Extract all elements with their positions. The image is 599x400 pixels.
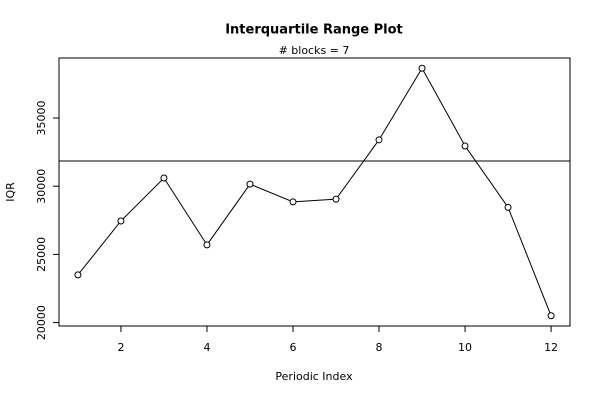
data-point <box>418 64 426 72</box>
data-point <box>332 195 340 203</box>
plot-frame <box>58 57 571 327</box>
data-point <box>117 217 125 225</box>
y-tick-label: 30000 <box>35 169 48 204</box>
data-point <box>547 312 555 320</box>
data-point <box>160 174 168 182</box>
series-line <box>77 67 552 316</box>
data-point <box>74 271 82 279</box>
x-tick-label: 4 <box>203 341 210 354</box>
x-tick-label: 6 <box>289 341 296 354</box>
data-point <box>375 136 383 144</box>
x-tick-label: 12 <box>544 341 558 354</box>
chart-title: Interquartile Range Plot <box>225 23 403 38</box>
data-point <box>203 241 211 249</box>
x-tick-label: 8 <box>376 341 383 354</box>
y-axis-label: IQR <box>4 182 17 202</box>
x-axis-label: Periodic Index <box>275 370 353 383</box>
data-point <box>504 203 512 211</box>
x-tick-label: 2 <box>117 341 124 354</box>
data-point <box>461 142 469 150</box>
data-point <box>246 180 254 188</box>
data-point <box>289 198 297 206</box>
y-tick-label: 35000 <box>35 101 48 136</box>
y-tick-label: 20000 <box>35 305 48 340</box>
chart-subtitle: # blocks = 7 <box>279 44 350 57</box>
y-tick-label: 25000 <box>35 237 48 272</box>
x-tick-label: 10 <box>458 341 472 354</box>
